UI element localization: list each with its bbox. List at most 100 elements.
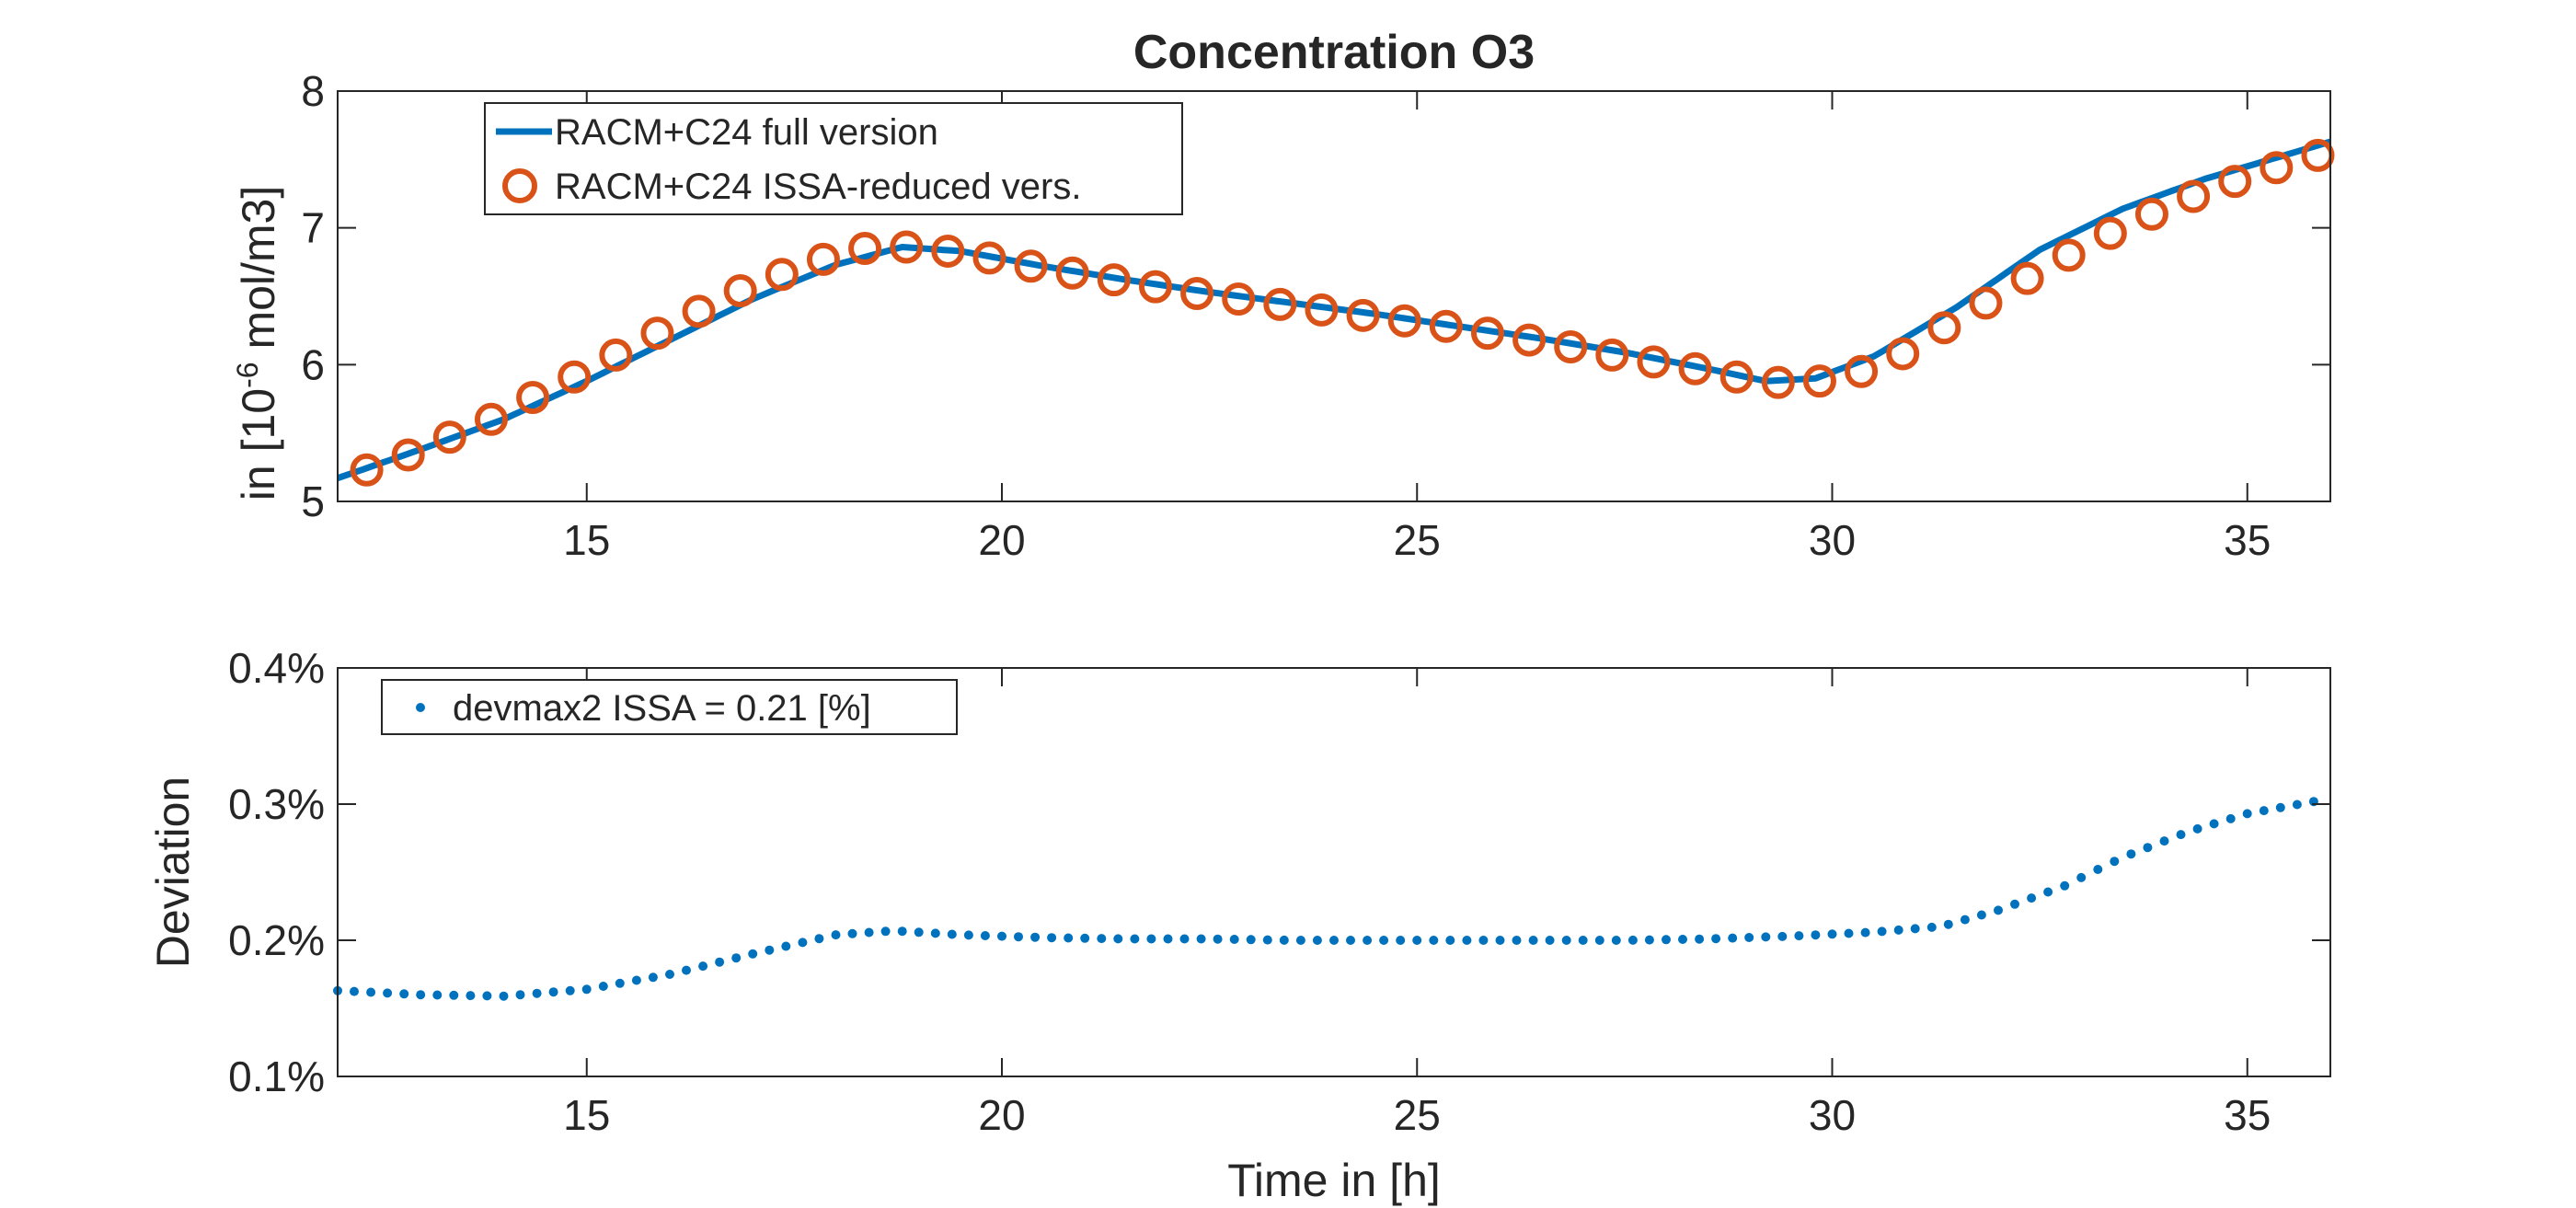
deviation-point	[1844, 928, 1854, 938]
deviation-point	[1429, 936, 1439, 945]
deviation-point	[565, 985, 575, 995]
deviation-point	[2209, 819, 2219, 829]
reduced-version-marker	[1263, 287, 1297, 321]
reduced-version-marker	[765, 258, 799, 292]
deviation-point	[665, 970, 674, 979]
deviation-point	[2027, 893, 2037, 903]
top-legend: RACM+C24 full version RACM+C24 ISSA-redu…	[484, 102, 1183, 215]
bottom-legend: devmax2 ISSA = 0.21 [%]	[381, 679, 958, 735]
deviation-point	[2010, 899, 2019, 909]
reduced-version-marker	[1429, 309, 1463, 343]
bottom-y-tick-label: 0.2%	[228, 916, 325, 964]
reduced-version-marker	[1180, 277, 1214, 311]
deviation-point	[1561, 936, 1571, 945]
deviation-point	[1943, 919, 1953, 929]
top-y-tick-label: 8	[301, 67, 325, 115]
deviation-series-group	[333, 797, 2318, 1001]
deviation-point	[1312, 936, 1322, 945]
deviation-point	[2043, 887, 2053, 897]
deviation-point	[1627, 935, 1638, 945]
deviation-point	[963, 930, 973, 940]
deviation-point	[864, 927, 874, 938]
deviation-point	[731, 953, 742, 963]
bottom-axes-box	[337, 667, 2331, 1077]
bottom-legend-box	[381, 679, 958, 735]
top-x-tick-label: 15	[563, 516, 610, 564]
deviation-point	[2093, 865, 2103, 874]
deviation-point	[416, 990, 426, 1000]
legend-dot-swatch	[416, 703, 425, 712]
deviation-point	[997, 931, 1006, 941]
reduced-version-marker	[2218, 165, 2252, 199]
deviation-point	[2225, 813, 2236, 823]
deviation-point	[631, 975, 641, 985]
deviation-point	[781, 941, 791, 951]
deviation-point	[1097, 934, 1107, 944]
deviation-point	[648, 972, 658, 983]
deviation-point	[1528, 936, 1538, 945]
top-y-axis-label-exponent: -6	[231, 362, 264, 387]
reduced-version-marker	[1387, 304, 1421, 338]
legend-label-reduced-version: RACM+C24 ISSA-reduced vers.	[555, 167, 1081, 207]
deviation-point	[1295, 936, 1305, 945]
reduced-version-marker	[1845, 354, 1879, 388]
deviation-point	[1412, 936, 1422, 945]
deviation-point	[482, 991, 492, 1001]
deviation-point	[1478, 936, 1489, 945]
reduced-version-marker	[1761, 365, 1795, 399]
top-axes-ticks: 15 20 25 30 35 5 6 7 8	[301, 67, 2330, 564]
deviation-point	[1860, 927, 1870, 938]
deviation-point	[1728, 933, 1738, 943]
deviation-point	[1512, 936, 1522, 945]
reduced-version-marker	[1802, 364, 1836, 398]
deviation-point	[2292, 800, 2302, 810]
deviation-point	[2143, 843, 2153, 853]
reduced-version-marker	[1719, 360, 1754, 394]
reduced-version-marker	[2134, 197, 2168, 231]
reduced-version-marker	[1138, 270, 1172, 304]
deviation-point	[2060, 880, 2070, 891]
deviation-point	[1960, 915, 1970, 925]
deviation-point	[1910, 924, 1920, 934]
top-y-axis-label: in [10-6 mol/m3]	[231, 186, 284, 500]
deviation-point	[1047, 933, 1057, 943]
deviation-point	[1811, 930, 1821, 940]
top-y-axis-label-suffix: mol/m3]	[233, 186, 284, 362]
reduced-version-marker	[2093, 216, 2127, 250]
deviation-point	[947, 929, 957, 939]
deviation-point	[1761, 932, 1771, 942]
reduced-version-marker	[1512, 323, 1547, 357]
reduced-version-marker	[350, 453, 384, 487]
deviation-point	[1329, 936, 1339, 945]
deviation-point	[1545, 936, 1555, 945]
deviation-point	[366, 987, 376, 997]
deviation-point	[1644, 935, 1654, 945]
concentration-series-group	[336, 138, 2335, 487]
deviation-point	[1678, 935, 1687, 944]
bottom-y-tick-label: 0.3%	[228, 780, 325, 828]
deviation-point	[2110, 857, 2120, 867]
top-y-tick-label: 5	[301, 477, 325, 525]
bottom-x-tick-label: 30	[1809, 1091, 1856, 1139]
deviation-point	[2192, 823, 2202, 834]
deviation-point	[1014, 932, 1023, 942]
x-axis-label: Time in [h]	[1227, 1155, 1441, 1206]
reduced-version-marker	[1097, 263, 1131, 297]
reduced-version-marker	[2260, 151, 2294, 185]
deviation-point	[515, 990, 525, 1000]
deviation-point	[1611, 936, 1621, 945]
deviation-point	[1893, 925, 1903, 935]
bottom-x-tick-label: 35	[2224, 1091, 2271, 1139]
deviation-point	[814, 934, 824, 944]
deviation-point	[914, 927, 924, 938]
deviation-point	[1495, 936, 1505, 945]
reduced-version-marker	[806, 242, 840, 276]
deviation-panel: 15 20 25 30 35 0.1% 0.2% 0.3% 0.4% Deviation Tim…	[147, 644, 2331, 1206]
reduced-version-marker	[391, 438, 425, 472]
reduced-version-marker	[890, 230, 924, 264]
deviation-point	[880, 926, 891, 937]
bottom-y-tick-label: 0.1%	[228, 1053, 325, 1100]
deviation-point	[598, 982, 608, 991]
deviation-point	[980, 931, 990, 940]
reduced-version-marker	[1969, 286, 2003, 320]
